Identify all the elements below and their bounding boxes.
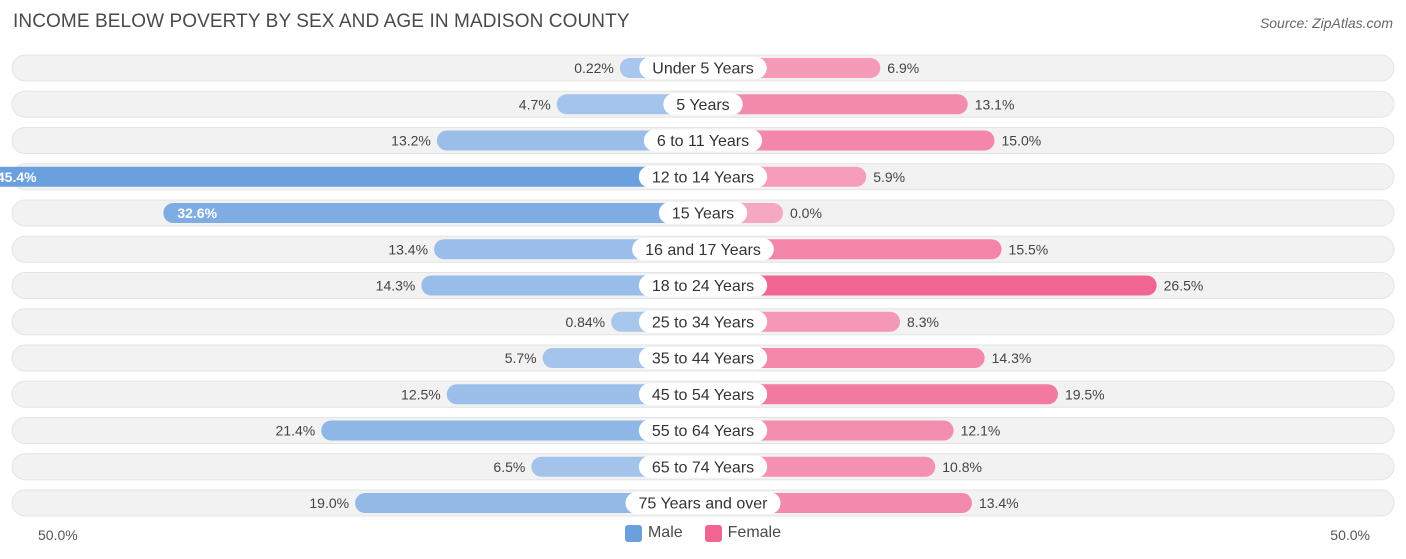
male-value-label: 21.4% [276, 423, 316, 439]
category-label: 65 to 74 Years [652, 459, 754, 476]
category-label: 5 Years [676, 97, 729, 114]
male-value-label: 6.5% [493, 459, 525, 475]
legend-label-female: Female [727, 524, 782, 541]
category-label-background [663, 93, 743, 116]
category-label: 16 and 17 Years [645, 242, 761, 259]
category-label-background [638, 347, 768, 369]
female-value-label: 13.4% [979, 495, 1019, 511]
female-value-label: 8.3% [907, 314, 939, 330]
male-value-label: 0.22% [574, 60, 614, 76]
category-label: Under 5 Years [652, 61, 753, 78]
female-value-label: 15.0% [1002, 133, 1042, 149]
female-value-label: 15.5% [1009, 241, 1049, 257]
male-bar [436, 130, 703, 151]
source-label: Source: ZipAtlas.com [1259, 15, 1393, 31]
female-bar [703, 94, 968, 115]
category-label: 18 to 24 Years [652, 278, 754, 295]
category-label: 25 to 34 Years [652, 314, 754, 331]
female-bar [703, 239, 1002, 260]
category-label: 6 to 11 Years [657, 133, 749, 150]
male-value-label: 13.4% [388, 241, 428, 257]
male-bar [0, 166, 703, 187]
category-label: 12 to 14 Years [652, 169, 754, 186]
female-value-label: 5.9% [873, 169, 905, 185]
female-bar [703, 348, 985, 368]
female-bar [703, 384, 1058, 405]
female-value-label: 0.0% [790, 205, 822, 221]
male-value-label: 14.3% [376, 278, 416, 294]
male-value-label: 4.7% [519, 96, 551, 112]
male-value-label: 19.0% [309, 495, 349, 511]
legend: Male Female [0, 524, 1406, 542]
female-value-label: 19.5% [1065, 386, 1105, 402]
male-bar [355, 493, 703, 513]
male-value-label: 32.6% [177, 205, 217, 221]
category-label-background [643, 129, 763, 152]
male-bar [446, 384, 703, 405]
male-value-label: 13.2% [391, 133, 431, 149]
chart-area: 0.22% 6.9% Under 5 Years 4.7% 13.1% 5 Years 13… [0, 54, 1395, 517]
chart-title: INCOME BELOW POVERTY BY SEX AND AGE IN M… [13, 11, 630, 32]
legend-item-male[interactable]: Male [624, 524, 683, 542]
axis-right-label: 50.0% [1330, 527, 1370, 543]
male-bar [321, 420, 703, 441]
category-label-background [639, 57, 767, 79]
female-value-label: 13.1% [975, 96, 1015, 112]
male-bar [421, 275, 703, 296]
male-value-label: 45.4% [0, 169, 37, 185]
male-value-label: 0.84% [565, 314, 605, 330]
category-label-background [638, 419, 768, 442]
legend-label-male: Male [647, 524, 683, 541]
category-label-background [638, 274, 768, 297]
axis-left-label: 50.0% [38, 527, 78, 543]
category-label-background [638, 165, 768, 188]
female-value-label: 26.5% [1164, 278, 1204, 294]
category-label-background [638, 455, 768, 478]
female-value-label: 10.8% [942, 459, 982, 475]
female-value-label: 6.9% [887, 60, 919, 76]
category-label: 15 Years [672, 206, 734, 223]
female-value-label: 12.1% [961, 423, 1001, 439]
male-value-label: 5.7% [505, 350, 537, 366]
category-label-background [638, 310, 768, 333]
legend-item-female[interactable]: Female [704, 524, 782, 542]
category-label-background [625, 492, 781, 514]
category-label: 55 to 64 Years [652, 423, 754, 440]
legend-swatch-female [704, 524, 722, 542]
category-label: 75 Years and over [639, 496, 769, 513]
female-bar [703, 275, 1157, 296]
category-label-background [638, 383, 768, 406]
male-value-label: 12.5% [401, 386, 441, 402]
category-label-background [632, 238, 774, 261]
male-bar [163, 203, 704, 223]
female-bar [703, 130, 995, 151]
category-label: 35 to 44 Years [652, 351, 754, 368]
category-label: 45 to 54 Years [652, 387, 754, 404]
category-label-background [658, 202, 748, 224]
female-value-label: 14.3% [992, 350, 1032, 366]
legend-swatch-male [624, 524, 642, 542]
